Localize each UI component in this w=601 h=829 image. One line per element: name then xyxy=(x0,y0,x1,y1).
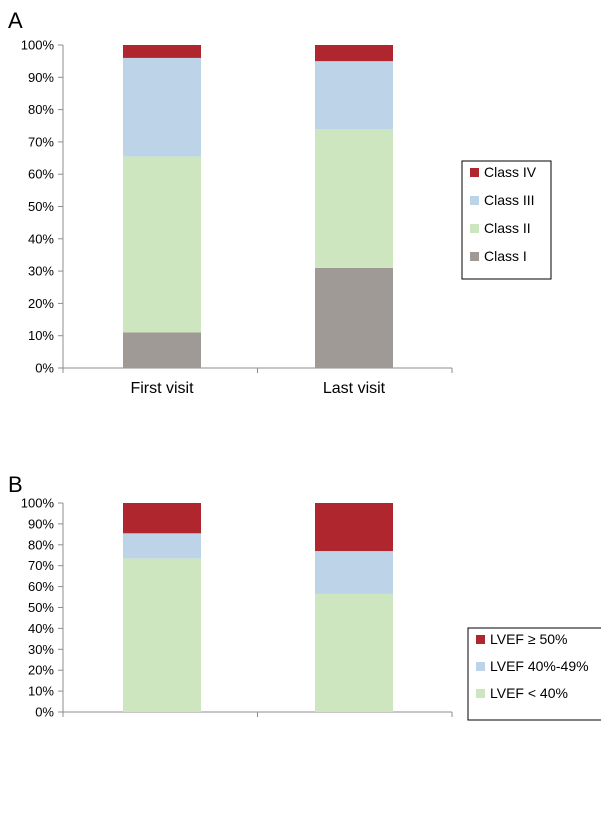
panel-a-y-tick-label: 30% xyxy=(28,264,54,279)
panel-b-y-tick-label: 70% xyxy=(28,558,54,573)
panel-b-legend-box xyxy=(467,627,601,721)
panel-a-legend-swatch xyxy=(470,252,479,261)
panel-a-legend-label: Class III xyxy=(484,192,535,208)
panel-a-x-tick-label: Last visit xyxy=(323,380,386,397)
panel-b-y-tick-label: 10% xyxy=(28,684,54,699)
panel-b-y-tick-label: 60% xyxy=(28,579,54,594)
panel-a-y-tick-label: 10% xyxy=(28,328,54,343)
panel-b-label: B xyxy=(8,472,23,497)
panel-a-y-tick-label: 80% xyxy=(28,102,54,117)
panel-b-legend-label: LVEF ≥ 50% xyxy=(490,631,567,647)
panel-b-y-tick-label: 30% xyxy=(28,642,54,657)
panel-b-bar-2-series-3 xyxy=(315,503,393,552)
panel-b-y-tick-label: 100% xyxy=(21,496,55,511)
panel-a-bar-2-series-2 xyxy=(315,128,393,268)
panel-a-bar-2-series-3 xyxy=(315,61,393,129)
panel-b-legend-label: LVEF < 40% xyxy=(490,685,568,701)
panel-a-legend-swatch xyxy=(470,196,479,205)
panel-b-legend-swatch xyxy=(476,635,485,644)
panel-a-y-tick-label: 0% xyxy=(35,361,54,376)
panel-b-bar-2-series-1 xyxy=(315,593,393,712)
panel-a-legend-swatch xyxy=(470,224,479,233)
panel-a-legend-label: Class I xyxy=(484,248,527,264)
panel-a-bar-1-series-4 xyxy=(123,45,201,58)
panel-b-y-tick-label: 90% xyxy=(28,516,54,531)
panel-a-y-tick-label: 70% xyxy=(28,134,54,149)
panel-b-y-tick-label: 40% xyxy=(28,621,54,636)
panel-b-y-tick-label: 50% xyxy=(28,600,54,615)
panel-b-legend-swatch xyxy=(476,662,485,671)
panel-a-bar-2-series-1 xyxy=(315,267,393,368)
panel-a-legend-label: Class IV xyxy=(484,164,537,180)
panel-b-bar-1-series-3 xyxy=(123,503,201,534)
panel-b-bar-1-series-2 xyxy=(123,533,201,559)
panel-a-legend-label: Class II xyxy=(484,220,531,236)
panel-b-y-tick-label: 0% xyxy=(35,705,54,720)
panel-a-label: A xyxy=(8,8,23,33)
panel-b-legend-label: LVEF 40%-49% xyxy=(490,658,589,674)
panel-b-bar-1-series-1 xyxy=(123,558,201,712)
panel-a-y-tick-label: 60% xyxy=(28,167,54,182)
panel-a-y-tick-label: 50% xyxy=(28,199,54,214)
panel-a-bar-1-series-1 xyxy=(123,332,201,368)
panel-a-bar-2-series-4 xyxy=(315,45,393,62)
panel-a-y-tick-label: 20% xyxy=(28,296,54,311)
panel-b-bar-2-series-2 xyxy=(315,551,393,594)
panel-a-y-tick-label: 40% xyxy=(28,231,54,246)
panel-b-y-tick-label: 20% xyxy=(28,663,54,678)
panel-a-y-tick-label: 90% xyxy=(28,70,54,85)
panel-a-x-tick-label: First visit xyxy=(130,380,194,397)
panel-b-y-tick-label: 80% xyxy=(28,537,54,552)
panel-a-legend-swatch xyxy=(470,168,479,177)
panel-a-bar-1-series-3 xyxy=(123,57,201,157)
panel-a-y-tick-label: 100% xyxy=(21,38,55,53)
panel-a-bar-1-series-2 xyxy=(123,156,201,333)
panel-b-legend-swatch xyxy=(476,689,485,698)
